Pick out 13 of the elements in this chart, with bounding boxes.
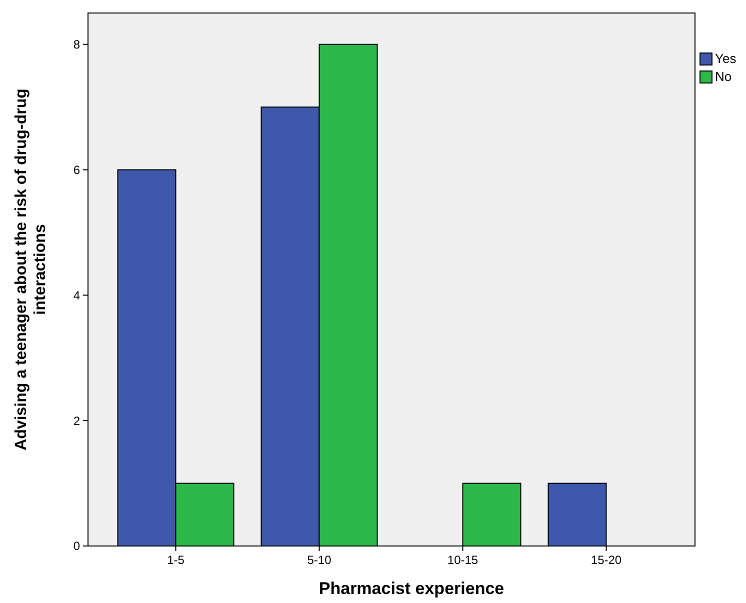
x-tick-label: 15-20 — [590, 553, 622, 567]
x-tick-label: 1-5 — [167, 553, 185, 567]
x-tick-label: 10-15 — [447, 553, 478, 567]
y-axis-title: Advising a teenager about the risk of drug-drug interactions — [13, 88, 49, 450]
x-axis-title: Pharmacist experience — [318, 579, 504, 598]
y-tick-label: 6 — [73, 162, 80, 177]
legend-label: Yes — [715, 51, 737, 66]
y-tick-label: 2 — [73, 414, 80, 428]
x-tick-label: 5-10 — [307, 553, 332, 567]
y-tick-label: 0 — [73, 539, 80, 554]
y-tick-label: 4 — [73, 288, 80, 302]
legend-label: No — [715, 69, 732, 84]
y-tick-label: 8 — [73, 38, 80, 52]
